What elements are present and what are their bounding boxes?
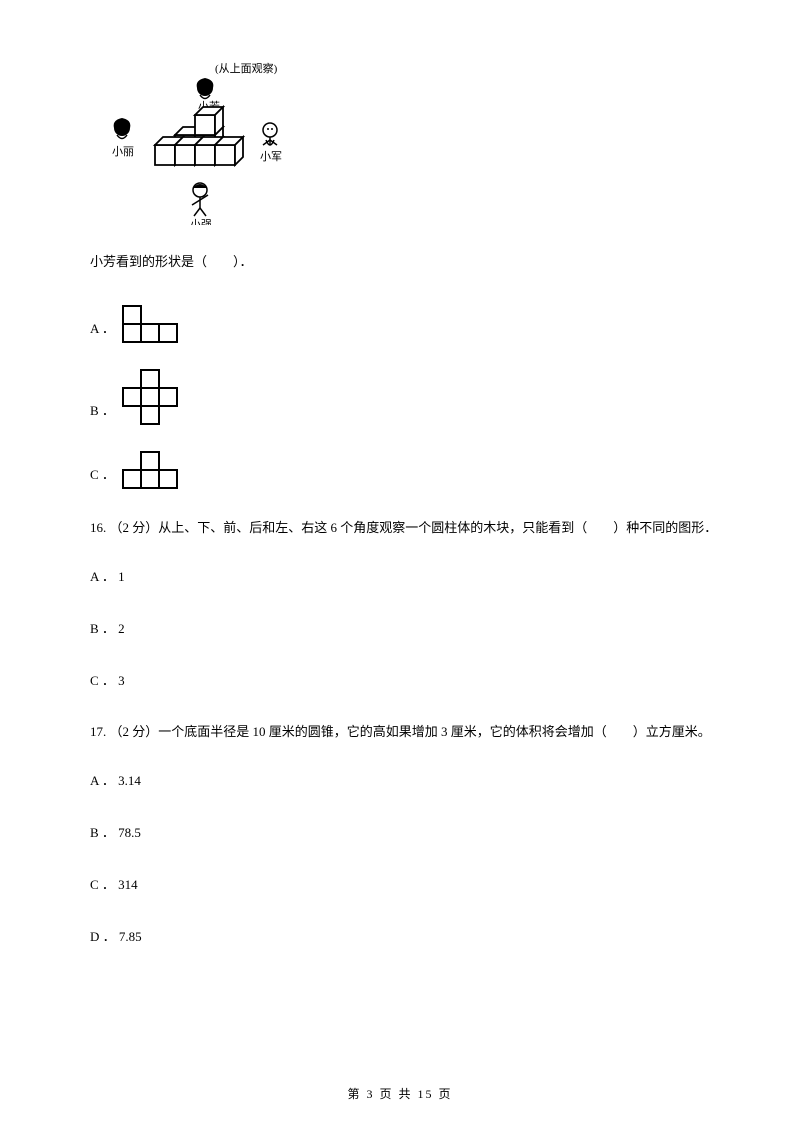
q16-option-a: A ． 1 [90, 560, 750, 594]
option-b-shape [121, 368, 183, 428]
q17-option-d: D ． 7.85 [90, 920, 750, 954]
observer-bottom: 小强 [190, 183, 212, 225]
q16-option-c: C ． 3 [90, 664, 750, 698]
observation-figure: (从上面观察) 小芳 小丽 [100, 60, 750, 225]
q16-option-b: B ． 2 [90, 612, 750, 646]
svg-text:小军: 小军 [260, 150, 282, 163]
q15-option-c: C ． [90, 450, 750, 492]
q17-option-c: C ． 314 [90, 868, 750, 902]
shape-c-svg [121, 450, 183, 492]
cube-structure [155, 107, 243, 165]
observer-right: 小军 [260, 123, 282, 163]
option-c-label: C ． [90, 458, 115, 492]
shape-a-svg [121, 304, 183, 346]
q15-prompt: 小芳看到的形状是（ ）． [90, 245, 750, 279]
top-view-label: (从上面观察) [215, 61, 278, 75]
q16-text: 16. （2 分）从上、下、前、后和左、右这 6 个角度观察一个圆柱体的木块，只… [50, 514, 750, 543]
svg-text:小强: 小强 [190, 218, 212, 225]
q15-option-a: A ． [90, 304, 750, 346]
option-c-shape [121, 450, 183, 492]
page-footer: 第 3 页 共 15 页 [0, 1085, 800, 1102]
observer-left: 小丽 [112, 118, 134, 158]
q17-option-a: A ． 3.14 [90, 764, 750, 798]
option-a-label: A ． [90, 312, 115, 346]
q17-option-b: B ． 78.5 [90, 816, 750, 850]
q15-option-b: B ． [90, 368, 750, 428]
option-a-shape [121, 304, 183, 346]
svg-text:小丽: 小丽 [112, 145, 134, 158]
shape-b-svg [121, 368, 183, 428]
cubes-scene-svg: (从上面观察) 小芳 小丽 [100, 60, 300, 225]
option-b-label: B ． [90, 394, 115, 428]
q17-text: 17. （2 分）一个底面半径是 10 厘米的圆锥，它的高如果增加 3 厘米，它… [50, 718, 750, 747]
